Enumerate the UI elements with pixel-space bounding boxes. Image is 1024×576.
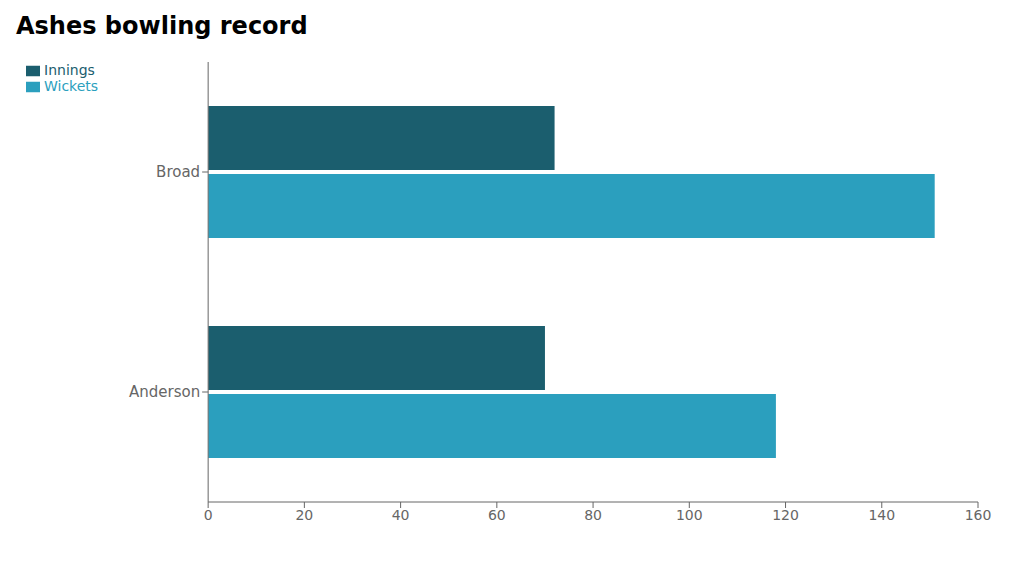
html-text:Ashes bowling record: Ashes bowling record (16, 12, 308, 40)
svg-text:100: 100 (676, 507, 703, 523)
svg-text:140: 140 (868, 507, 895, 523)
svg-text:60: 60 (488, 507, 506, 523)
svg-text:40: 40 (392, 507, 410, 523)
svg-text:Broad: Broad (156, 163, 200, 181)
svg-text:0: 0 (204, 507, 213, 523)
svg-text:160: 160 (965, 507, 992, 523)
svg-text:Anderson: Anderson (129, 383, 200, 401)
svg-text:20: 20 (295, 507, 313, 523)
html-text:Wickets: Wickets (44, 78, 99, 94)
html-text:Innings: Innings (44, 62, 95, 78)
svg-text:80: 80 (584, 507, 602, 523)
svg-text:120: 120 (772, 507, 799, 523)
